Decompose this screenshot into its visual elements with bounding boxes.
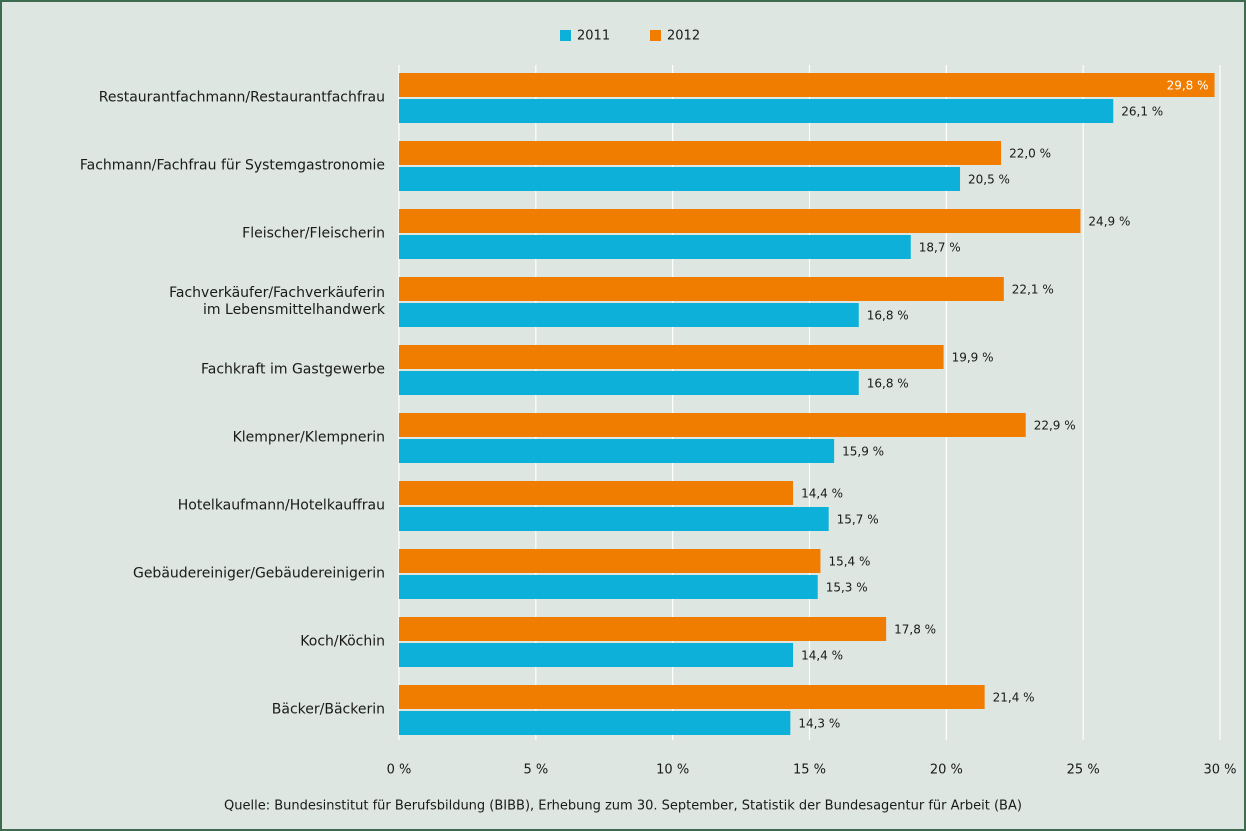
bar <box>399 235 911 259</box>
bar <box>399 439 835 463</box>
bar <box>399 507 829 531</box>
y-tick-label: Fachverkäufer/Fachverkäuferin im Lebensm… <box>169 285 385 318</box>
value-label: 15,9 % <box>842 445 884 459</box>
value-label: 24,9 % <box>1088 215 1130 229</box>
y-tick-label: Klempner/Klempnerin <box>232 429 385 446</box>
x-tick-label: 30 % <box>1203 763 1236 778</box>
value-label: 20,5 % <box>968 173 1010 187</box>
x-tick-label: 5 % <box>523 763 548 778</box>
value-label: 15,7 % <box>837 513 879 527</box>
bar <box>399 141 1002 165</box>
value-label: 17,8 % <box>894 623 936 637</box>
value-label: 26,1 % <box>1121 105 1163 119</box>
value-label: 19,9 % <box>952 351 994 365</box>
legend-label: 2012 <box>667 29 700 44</box>
value-label: 22,1 % <box>1012 283 1054 297</box>
bar <box>399 303 859 327</box>
bar <box>399 413 1026 437</box>
bar <box>399 99 1114 123</box>
bar <box>399 643 794 667</box>
bar <box>399 345 944 369</box>
value-label: 14,3 % <box>798 717 840 731</box>
source: Quelle: Bundesinstitut für Berufsbildung… <box>224 799 1022 814</box>
value-label: 16,8 % <box>867 309 909 323</box>
value-label: 14,4 % <box>801 649 843 663</box>
x-tick-label: 10 % <box>656 763 689 778</box>
value-label: 22,9 % <box>1034 419 1076 433</box>
bar <box>399 209 1081 233</box>
value-label: 22,0 % <box>1009 147 1051 161</box>
x-tick-label: 15 % <box>793 763 826 778</box>
bar <box>399 481 794 505</box>
bar <box>399 73 1215 97</box>
x-tick-label: 25 % <box>1067 763 1100 778</box>
y-tick-label: Restaurantfachmann/Restaurantfachfrau <box>98 89 385 106</box>
value-label: 29,8 % <box>1167 79 1209 93</box>
bar <box>399 575 818 599</box>
value-label: 15,3 % <box>826 581 868 595</box>
y-tick-label: Fachkraft im Gastgewerbe <box>201 361 385 378</box>
value-label: 15,4 % <box>828 555 870 569</box>
value-label: 18,7 % <box>919 241 961 255</box>
bar <box>399 617 887 641</box>
legend-swatch <box>560 30 571 41</box>
y-tick-label: Gebäudereiniger/Gebäudereinigerin <box>132 565 385 582</box>
legend-label: 2011 <box>577 29 610 44</box>
y-tick-label: Fachmann/Fachfrau für Systemgastronomie <box>79 157 385 174</box>
x-tick-label: 0 % <box>387 763 412 778</box>
bar <box>399 277 1004 301</box>
bar <box>399 711 791 735</box>
y-tick-label: Bäcker/Bäckerin <box>271 701 385 718</box>
value-label: 21,4 % <box>993 691 1035 705</box>
y-tick-label: Hotelkaufmann/Hotelkauffrau <box>177 497 385 514</box>
bar <box>399 549 821 573</box>
y-tick-label: Fleischer/Fleischerin <box>242 225 385 242</box>
bar <box>399 371 859 395</box>
bar <box>399 167 961 191</box>
y-tick-label: Koch/Köchin <box>300 633 385 650</box>
bar <box>399 685 985 709</box>
value-label: 14,4 % <box>801 487 843 501</box>
value-label: 16,8 % <box>867 377 909 391</box>
x-tick-label: 20 % <box>930 763 963 778</box>
legend-swatch <box>650 30 661 41</box>
